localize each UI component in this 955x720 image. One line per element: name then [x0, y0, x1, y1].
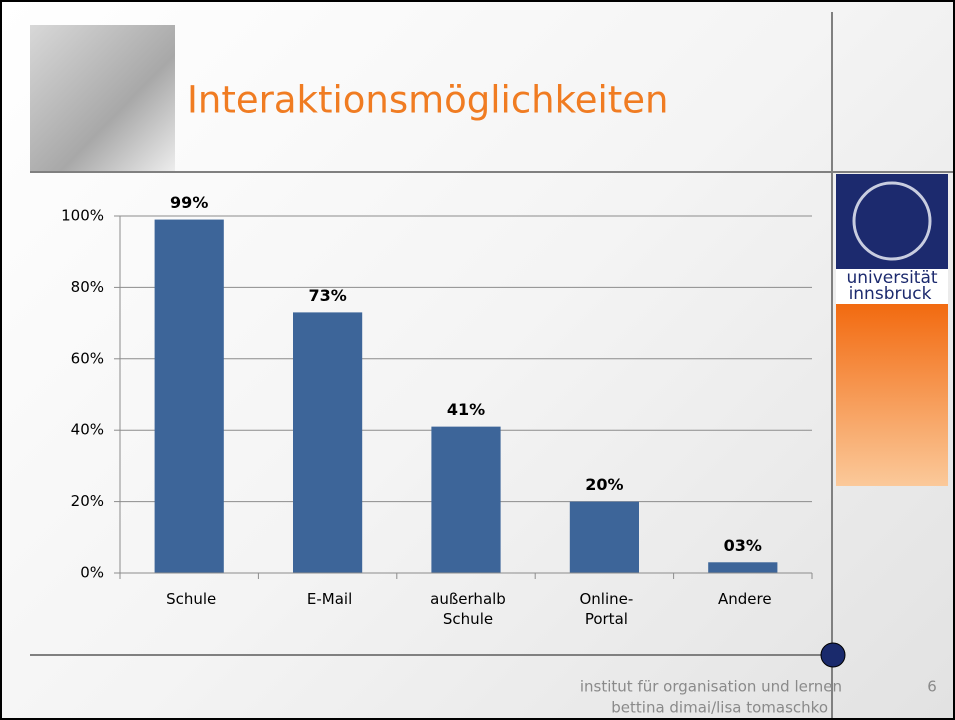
- value-label: 41%: [447, 400, 485, 419]
- x-tick-label: E-Mail: [306, 590, 353, 608]
- x-tick-label: Andere: [718, 590, 772, 608]
- bar: [569, 501, 639, 573]
- x-tick-label: Online- Portal: [579, 590, 634, 628]
- x-tick-label: Schule: [166, 590, 217, 608]
- bar: [293, 312, 363, 573]
- value-label: 99%: [170, 193, 208, 212]
- x-tick-label: außerhalb Schule: [430, 590, 506, 628]
- logo-band: [836, 304, 948, 486]
- y-tick-label: 0%: [80, 564, 104, 582]
- y-tick-label: 60%: [71, 349, 104, 367]
- y-tick-label: 20%: [71, 492, 104, 510]
- bar: [708, 562, 778, 573]
- header-photo: [30, 25, 175, 173]
- bar: [154, 219, 224, 573]
- y-tick-label: 80%: [71, 278, 104, 296]
- logo-seal: [852, 181, 932, 261]
- bar: [431, 426, 501, 573]
- page-number: 6: [927, 678, 937, 696]
- logo-text: innsbruck: [849, 284, 932, 304]
- footer-text: bettina dimai/lisa tomaschko: [611, 699, 828, 717]
- y-tick-label: 40%: [71, 421, 104, 439]
- value-label: 03%: [724, 536, 762, 555]
- footer-text: institut für organisation und lernen: [580, 678, 842, 696]
- value-label: 73%: [308, 286, 346, 305]
- rule-dot: [820, 642, 846, 668]
- logo-text: universität: [846, 268, 937, 288]
- y-tick-label: 100%: [61, 207, 104, 225]
- slide-title: Interaktionsmöglichkeiten: [187, 79, 669, 122]
- value-label: 20%: [585, 475, 623, 494]
